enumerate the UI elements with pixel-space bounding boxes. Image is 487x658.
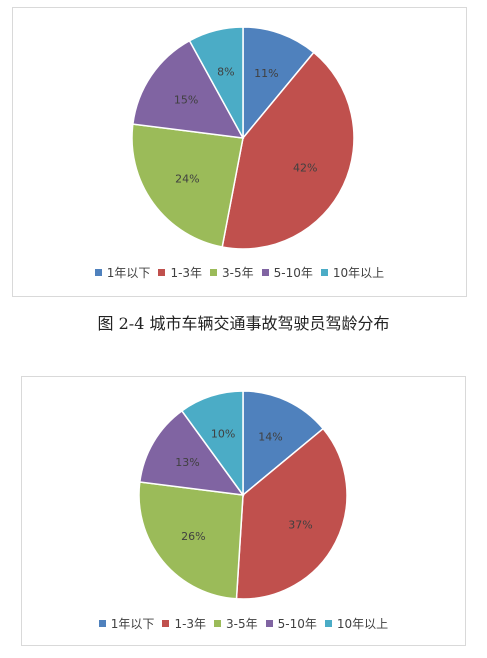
legend-swatch — [324, 620, 332, 627]
slice-data-label: 24% — [175, 172, 199, 185]
legend-label: 1年以下 — [110, 617, 155, 631]
legend-swatch — [261, 269, 269, 276]
pie-slice — [221, 51, 355, 250]
pie-slice — [132, 39, 245, 139]
legend-swatch — [94, 269, 102, 276]
pie-slice — [188, 26, 244, 139]
slice-data-label: 11% — [254, 67, 278, 80]
pie-slice — [235, 427, 348, 600]
legend-label: 10年以上 — [332, 266, 385, 280]
legend-item: 1-3年 — [158, 264, 202, 281]
legend-item: 10年以上 — [324, 615, 389, 632]
pie-chart-2: 14% 37% 26% 13% 10% 1年以下 1-3年 3-5年 5-10年 10年… — [21, 376, 466, 646]
legend-item: 1-3年 — [162, 615, 206, 632]
legend-label: 5-10年 — [277, 617, 317, 631]
pie-slice — [131, 123, 244, 248]
legend-swatch — [162, 620, 170, 627]
slice-data-label: 13% — [175, 456, 199, 469]
legend-label: 5-10年 — [273, 266, 313, 280]
legend-swatch — [210, 269, 218, 276]
slice-data-label: 14% — [258, 431, 282, 444]
legend-label: 1-3年 — [174, 617, 207, 631]
slice-data-label: 10% — [211, 428, 235, 441]
pie-slice — [138, 481, 244, 600]
legend-label: 3-5年 — [222, 266, 254, 280]
pie-slice — [242, 390, 325, 497]
pie-slice — [242, 26, 315, 141]
pie-chart-1: 11% 42% 24% 15% 8% 1年以下 1-3年 3-5年 5-10年 10年以… — [12, 7, 467, 297]
legend-swatch — [98, 620, 106, 627]
legend-item: 5-10年 — [265, 615, 317, 632]
legend-label: 1-3年 — [170, 266, 203, 280]
slice-data-label: 42% — [293, 161, 317, 174]
legend-item: 1年以下 — [94, 264, 151, 281]
slice-data-label: 37% — [288, 518, 312, 531]
legend-label: 1年以下 — [106, 266, 151, 280]
legend-swatch — [265, 620, 273, 627]
pie-slice — [180, 390, 244, 498]
legend-item: 3-5年 — [214, 615, 258, 632]
legend-2: 1年以下 1-3年 3-5年 5-10年 10年以上 — [22, 615, 465, 632]
pie-slice — [138, 409, 245, 496]
legend-swatch — [214, 620, 222, 627]
legend-label: 3-5年 — [226, 617, 258, 631]
slice-data-label: 8% — [217, 65, 234, 78]
legend-item: 5-10年 — [261, 264, 313, 281]
pie-chart-2-plot: 14% 37% 26% 13% 10% — [138, 390, 348, 600]
slice-data-label: 26% — [181, 530, 205, 543]
legend-1: 1年以下 1-3年 3-5年 5-10年 10年以上 — [13, 264, 466, 281]
legend-item: 1年以下 — [98, 615, 155, 632]
legend-item: 10年以上 — [320, 264, 385, 281]
legend-label: 10年以上 — [336, 617, 389, 631]
legend-swatch — [320, 269, 328, 276]
legend-item: 3-5年 — [210, 264, 254, 281]
slice-data-label: 15% — [174, 93, 198, 106]
pie-chart-1-plot: 11% 42% 24% 15% 8% — [131, 26, 355, 250]
figure-caption: 图 2-4 城市车辆交通事故驾驶员驾龄分布 — [97, 314, 390, 333]
legend-swatch — [158, 269, 166, 276]
